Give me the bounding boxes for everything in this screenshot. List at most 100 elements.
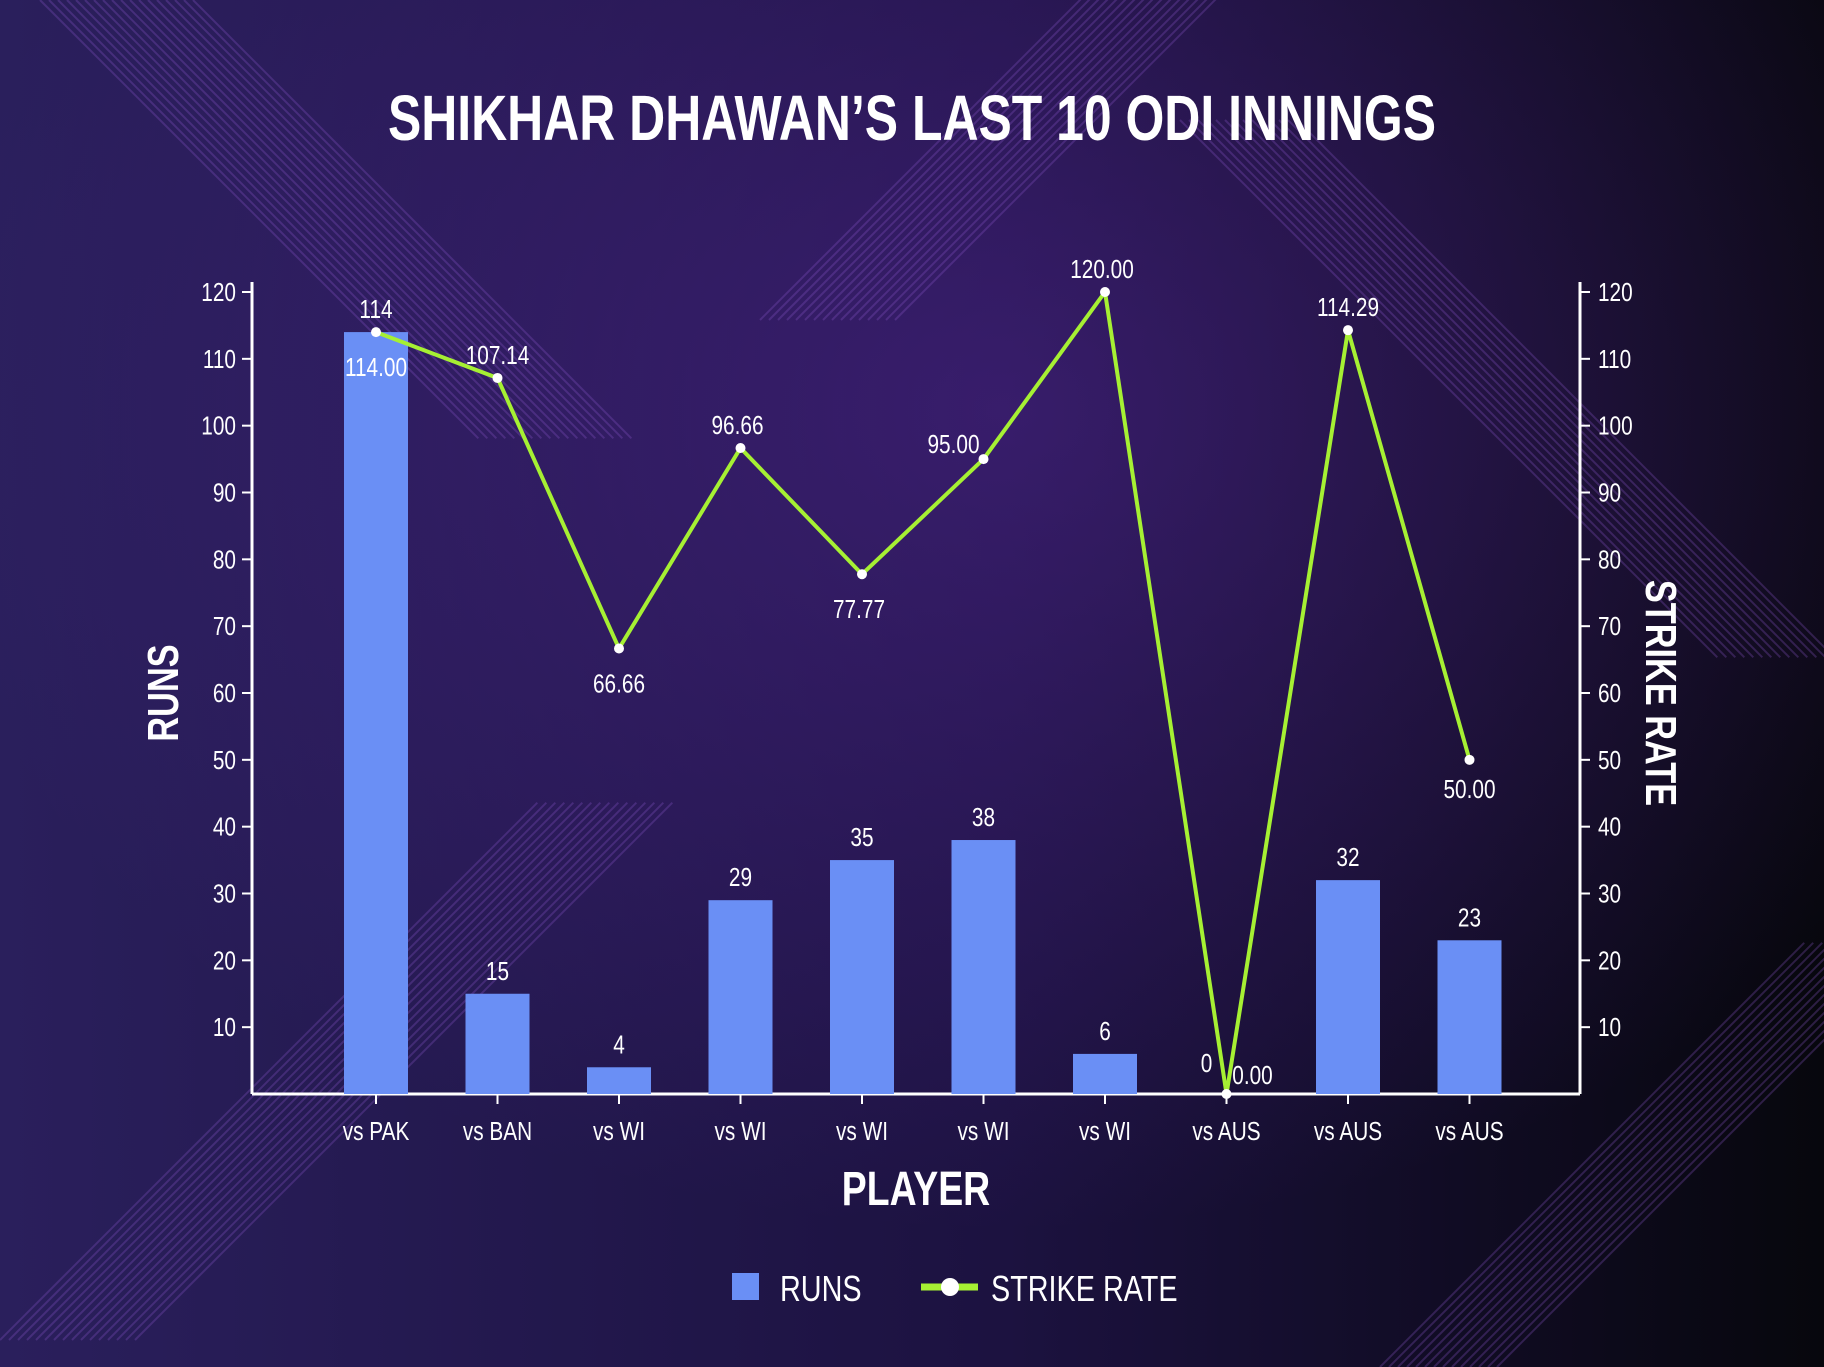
stripe <box>53 801 593 1341</box>
y-axis-tick-label: 10 <box>213 1013 236 1042</box>
stripe <box>840 0 1163 321</box>
y2-axis-tick-label: 70 <box>1598 612 1621 641</box>
stripe <box>1478 1020 1824 1367</box>
runs-data-labels: 114 15 4 29 35 38 6 0 32 23 <box>359 295 1481 1078</box>
x-axis-tick-label: vs WI <box>958 1117 1010 1146</box>
y2-axis-tick-label: 10 <box>1598 1013 1621 1042</box>
stripe <box>1397 942 1823 1367</box>
stripe <box>17 801 557 1341</box>
axes: 1020304050607080901001101201020304050607… <box>201 278 1633 1096</box>
stripe <box>1224 119 1764 659</box>
y-axis-tick-label: 30 <box>213 879 236 908</box>
stripe <box>1379 942 1805 1367</box>
stripe <box>165 0 606 440</box>
runs-data-label: 114 <box>359 295 392 324</box>
legend: RUNS STRIKE RATE <box>732 1268 1178 1309</box>
y2-axis-tick-label: 30 <box>1598 879 1621 908</box>
stripe <box>1233 119 1773 659</box>
y-axis-label: RUNS <box>139 644 188 741</box>
stripe <box>876 0 1199 321</box>
stripe <box>1260 119 1800 659</box>
x-axis-tick-label: vs PAK <box>343 1117 410 1146</box>
strike-rate-point <box>1343 325 1353 336</box>
stripe <box>26 801 566 1341</box>
stripe <box>1433 975 1824 1367</box>
stripe <box>156 0 597 440</box>
x-axis-tick-label: vs WI <box>1079 1117 1131 1146</box>
y2-axis-tick-label: 100 <box>1598 411 1633 440</box>
y2-axis-tick-label: 120 <box>1598 278 1633 307</box>
strike-rate-data-label: 120.00 <box>1070 255 1134 284</box>
runs-data-label: 4 <box>613 1030 625 1059</box>
stripe <box>1296 119 1824 649</box>
runs-data-label: 23 <box>1458 903 1481 932</box>
stripe <box>759 0 1082 321</box>
stripe <box>858 0 1181 321</box>
stripe <box>1287 119 1824 658</box>
strike-rate-data-label: 96.66 <box>711 411 763 440</box>
strike-rate-data-label: 114.00 <box>345 353 407 382</box>
stripe <box>849 0 1172 321</box>
stripe <box>1460 1002 1824 1367</box>
y-axis-tick-label: 90 <box>213 478 236 507</box>
y2-axis-tick-label: 40 <box>1598 812 1621 841</box>
y2-axis-tick-label: 110 <box>1598 345 1631 374</box>
stripe <box>192 0 633 440</box>
runs-data-label: 35 <box>850 823 873 852</box>
y-axis-tick-label: 110 <box>203 345 236 374</box>
stripe <box>813 0 1136 321</box>
stripe <box>35 801 575 1341</box>
strike-rate-data-label: 77.77 <box>833 595 885 624</box>
stripe <box>885 0 1208 321</box>
y-axis-tick-label: 40 <box>213 812 236 841</box>
y2-axis-label: STRIKE RATE <box>1636 580 1685 806</box>
stripe <box>786 0 1109 321</box>
runs-bar <box>951 840 1016 1094</box>
stripe <box>1179 119 1719 659</box>
y-axis-tick-label: 80 <box>213 545 236 574</box>
stripe <box>8 801 548 1341</box>
strike-rate-data-labels: 114.00 107.14 66.66 96.66 77.77 95.00 120.00 0.… <box>345 255 1496 1090</box>
runs-data-label: 6 <box>1099 1017 1111 1046</box>
y-axis-tick-label: 120 <box>201 278 236 307</box>
x-axis-tick-label: vs AUS <box>1435 1117 1503 1146</box>
stripe <box>804 0 1127 321</box>
y-axis-tick-label: 100 <box>201 411 236 440</box>
stripe <box>1451 993 1824 1367</box>
stripe <box>1424 966 1824 1367</box>
strike-rate-point <box>371 327 381 338</box>
runs-data-label: 38 <box>972 803 995 832</box>
runs-bar <box>708 900 773 1094</box>
runs-data-label: 29 <box>729 863 752 892</box>
runs-bar <box>344 332 408 1095</box>
strike-rate-point <box>614 643 624 654</box>
runs-bar <box>830 860 894 1094</box>
stripe <box>777 0 1100 321</box>
runs-bar <box>587 1067 651 1094</box>
stripe <box>768 0 1091 321</box>
stripe <box>1197 119 1737 659</box>
x-axis-tick-label: vs WI <box>593 1117 645 1146</box>
stripe <box>129 0 570 440</box>
strike-rate-data-label: 114.29 <box>1317 293 1379 322</box>
stripe <box>44 801 584 1341</box>
runs-bar <box>465 993 530 1094</box>
strike-rate-data-label: 0.00 <box>1232 1061 1272 1090</box>
stripe <box>66 0 507 440</box>
x-axis-tick-label: vs AUS <box>1314 1117 1382 1146</box>
x-axis-tick-label: vs WI <box>715 1117 767 1146</box>
stripe <box>822 0 1145 321</box>
stripe <box>1442 984 1824 1367</box>
y-axis-tick-label: 50 <box>213 746 236 775</box>
strike-rate-data-label: 107.14 <box>466 341 530 370</box>
stripe <box>84 0 525 440</box>
chart-title: SHIKHAR DHAWAN’S LAST 10 ODI INNINGS <box>388 83 1436 154</box>
stripe <box>1278 119 1818 659</box>
runs-bars <box>344 332 1502 1095</box>
runs-bar <box>1073 1053 1137 1094</box>
stripe <box>1388 942 1814 1367</box>
stripe <box>1206 119 1746 659</box>
legend-strike-rate-marker <box>941 1278 959 1296</box>
